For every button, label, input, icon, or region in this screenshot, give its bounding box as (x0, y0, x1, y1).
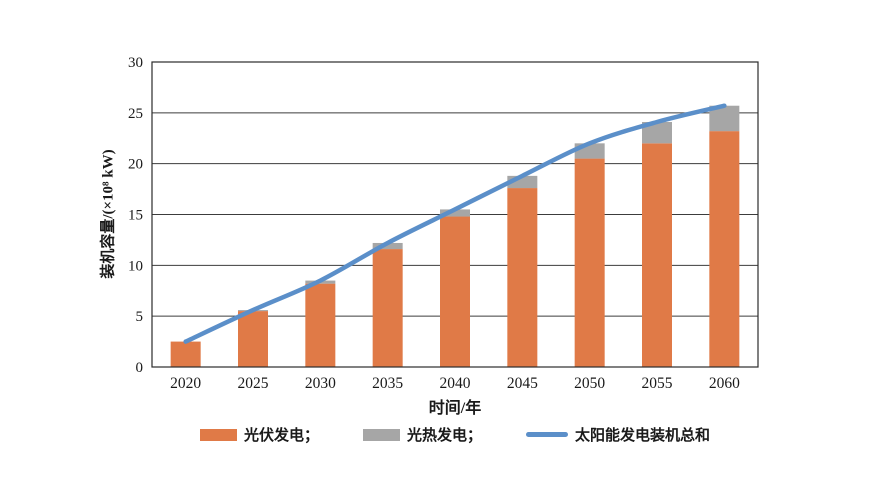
total-line-legend-swatch (526, 432, 568, 437)
x-tick-label: 2025 (238, 375, 269, 392)
y-axis-title: 装机容量/(×10⁸ kW) (100, 149, 117, 279)
x-tick-label: 2040 (440, 375, 471, 392)
pv-legend-label: 光伏发电； (243, 428, 319, 444)
total-legend-label: 太阳能发电装机总和 (575, 428, 711, 444)
y-tick-label: 15 (128, 208, 143, 224)
chart-legend: 光伏发电； 光热发电； 太阳能发电装机总和 (152, 424, 758, 445)
x-tick-label: 2035 (372, 375, 403, 392)
legend-item-csp: 光热发电； (362, 424, 482, 445)
bar-pv-segment (574, 158, 605, 367)
y-tick-label: 5 (136, 309, 144, 325)
bar-pv-segment (507, 188, 538, 367)
y-tick-label: 20 (128, 157, 143, 173)
x-tick-label: 2060 (709, 375, 740, 392)
bar-pv-segment (372, 249, 403, 367)
bar-csp-segment (440, 209, 470, 217)
plot-border (151, 61, 759, 368)
csp-legend-swatch (362, 428, 400, 441)
x-tick-label: 2055 (642, 375, 673, 392)
legend-item-total: 太阳能发电装机总和 (526, 424, 710, 445)
x-tick-label: 2030 (305, 375, 336, 392)
y-tick-label: 30 (128, 55, 143, 71)
total-capacity-line (183, 103, 727, 344)
x-tick-label: 2020 (170, 375, 201, 392)
bar-csp-segment (372, 242, 403, 250)
bar-pv-segment (440, 216, 470, 367)
x-tick-label: 2050 (574, 375, 605, 392)
legend-item-pv: 光伏发电； (199, 424, 319, 445)
x-axis-title: 时间/年 (428, 400, 482, 417)
x-tick-label: 2045 (507, 375, 538, 392)
y-tick-label: 0 (136, 360, 144, 376)
y-tick-label: 10 (128, 258, 143, 274)
bar-pv-segment (642, 143, 672, 367)
bar-pv-segment (170, 341, 201, 367)
csp-legend-label: 光热发电； (406, 428, 482, 444)
y-tick-label: 25 (128, 106, 143, 122)
bar-pv-segment (238, 311, 268, 367)
pv-legend-swatch (199, 428, 237, 441)
bar-pv-segment (305, 283, 336, 367)
bar-pv-segment (709, 131, 740, 367)
bar-csp-segment (642, 121, 672, 144)
